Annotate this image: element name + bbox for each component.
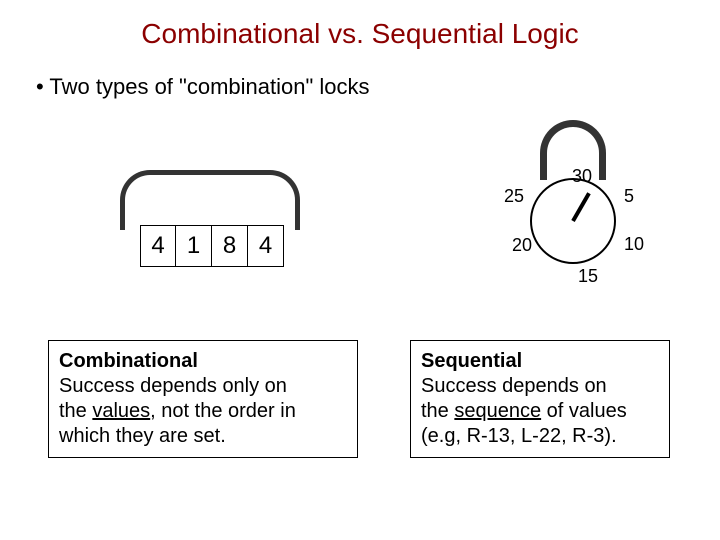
desc-line: Success depends on [421, 375, 607, 397]
desc-line: which they are set. [59, 425, 226, 447]
combinational-description: Combinational Success depends only on th… [48, 340, 358, 458]
bullet-text: • Two types of "combination" locks [36, 74, 370, 100]
dial-number: 5 [624, 186, 634, 207]
dial-number: 15 [578, 266, 598, 287]
slide-title: Combinational vs. Sequential Logic [0, 18, 720, 50]
combo-digit: 8 [212, 225, 248, 267]
sequential-lock: 30 5 10 15 20 25 [500, 120, 660, 320]
desc-line: , not the order in [150, 400, 296, 422]
desc-line: of values [541, 400, 627, 422]
dial-number: 10 [624, 234, 644, 255]
combo-digit: 1 [176, 225, 212, 267]
combo-digit: 4 [140, 225, 176, 267]
dial-face [530, 178, 616, 264]
dial-number: 20 [512, 235, 532, 256]
left-shackle [120, 170, 300, 230]
desc-line: the [421, 400, 454, 422]
desc-heading: Sequential [421, 350, 522, 372]
desc-line: the [59, 400, 92, 422]
combinational-lock: 4 1 8 4 [100, 170, 320, 300]
sequential-description: Sequential Success depends on the sequen… [410, 340, 670, 458]
combo-digit: 4 [248, 225, 284, 267]
desc-line: Success depends only on [59, 375, 287, 397]
combo-digits-row: 4 1 8 4 [140, 225, 284, 267]
desc-underlined: values [92, 400, 150, 422]
dial-pointer [571, 192, 590, 222]
desc-line: (e.g, R-13, L-22, R-3). [421, 425, 617, 447]
dial-number: 25 [504, 186, 524, 207]
dial-number: 30 [572, 166, 592, 187]
desc-underlined: sequence [454, 400, 541, 422]
desc-heading: Combinational [59, 350, 198, 372]
